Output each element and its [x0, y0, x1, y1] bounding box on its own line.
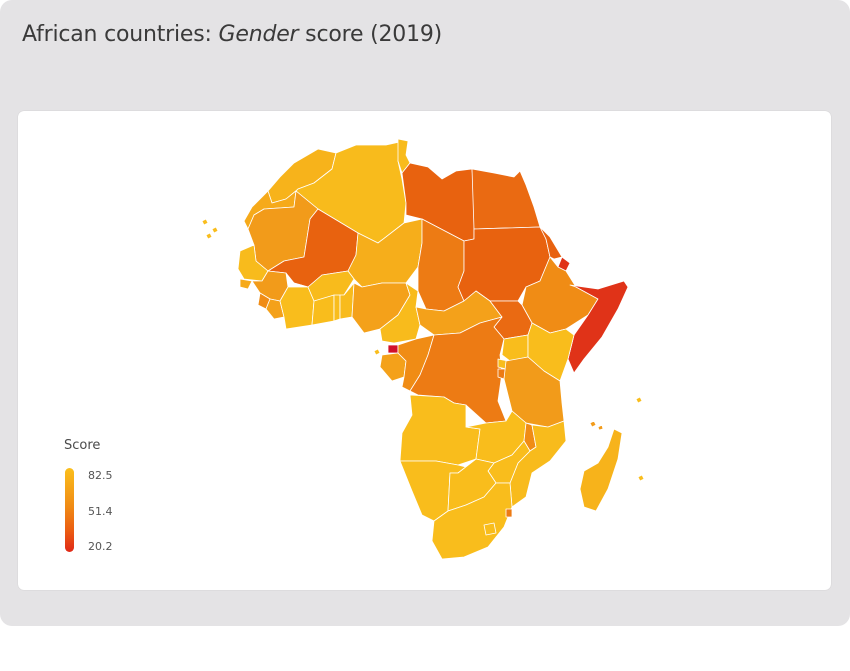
- country-cote-divoire[interactable]: [279, 286, 315, 330]
- legend-title: Score: [64, 438, 101, 453]
- chart-title: African countries: Gender score (2019): [22, 22, 443, 47]
- map-card: Score 82.5 51.4 20.2: [18, 111, 831, 590]
- country-burkina-faso[interactable]: [293, 270, 355, 302]
- country-sao-tome[interactable]: [373, 348, 381, 356]
- country-uganda[interactable]: [501, 334, 529, 362]
- country-comoros[interactable]: [589, 420, 604, 431]
- country-togo[interactable]: [333, 294, 341, 322]
- legend-mid-label: 51.4: [88, 505, 113, 518]
- country-cape-verde[interactable]: [201, 218, 219, 240]
- legend-min-label: 20.2: [88, 540, 113, 553]
- legend-max-label: 82.5: [88, 469, 113, 482]
- chart-frame: African countries: Gender score (2019): [0, 0, 850, 626]
- country-south-africa[interactable]: [431, 482, 513, 560]
- country-guinea-bissau[interactable]: [239, 278, 253, 290]
- country-equatorial-guinea[interactable]: [387, 344, 399, 354]
- legend: Score 82.5 51.4 20.2: [64, 438, 113, 553]
- legend-color-scale: [65, 468, 74, 552]
- country-lesotho[interactable]: [483, 522, 497, 536]
- africa-map: [201, 138, 645, 560]
- country-seychelles[interactable]: [635, 396, 643, 404]
- country-mauritius[interactable]: [637, 474, 645, 482]
- country-eritrea[interactable]: [539, 226, 563, 260]
- country-eswatini[interactable]: [505, 508, 513, 518]
- country-somalia[interactable]: [567, 280, 629, 374]
- country-madagascar[interactable]: [579, 428, 623, 512]
- country-egypt[interactable]: [471, 168, 541, 230]
- country-cameroon[interactable]: [379, 282, 421, 344]
